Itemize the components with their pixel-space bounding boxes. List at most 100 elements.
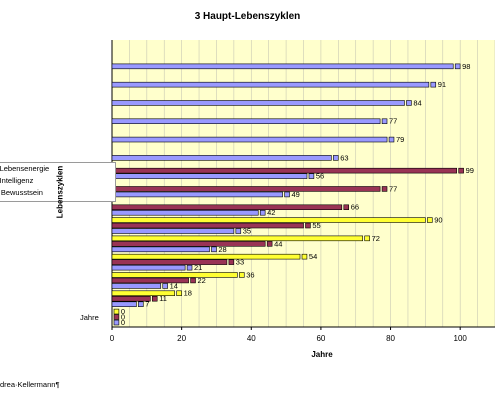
value-marker: [113, 319, 120, 326]
bar-bewusstsein: [111, 264, 186, 271]
x-tick-label: 80: [386, 334, 395, 343]
value-marker: [239, 272, 245, 278]
value-marker: [152, 295, 158, 302]
value-marker: [211, 246, 217, 253]
data-label: 36: [246, 270, 254, 279]
y-axis-label: Lebenszyklen: [55, 165, 65, 219]
legend-label: r Lebensenergie: [0, 164, 50, 173]
data-label: 0: [121, 313, 125, 322]
bar-lebensenergie: [111, 290, 175, 296]
data-label: 55: [312, 221, 320, 230]
data-label: 90: [434, 216, 442, 225]
x-tick-label: 100: [454, 334, 468, 343]
value-marker: [186, 264, 193, 271]
bar-intelligenz: [111, 277, 189, 284]
bar-lebensenergie: [111, 235, 363, 242]
bar-lebensenergie: [111, 217, 426, 223]
chart-legend: r Lebensenergie r Intelligenz s Bewussts…: [0, 162, 116, 202]
value-marker: [333, 155, 339, 161]
value-marker: [458, 167, 464, 174]
bar-bewusstsein: [111, 81, 430, 88]
bar-intelligenz: [111, 186, 381, 192]
data-label: 14: [170, 281, 178, 290]
data-label: 63: [340, 153, 348, 162]
value-marker: [138, 301, 144, 307]
value-marker: [364, 235, 370, 242]
legend-label: s Bewusstsein: [0, 188, 43, 197]
bar-bewusstsein: [111, 63, 454, 70]
value-marker: [454, 63, 461, 70]
value-marker: [381, 118, 388, 125]
value-marker: [381, 186, 388, 192]
bar-bewusstsein: [111, 210, 259, 216]
value-marker: [113, 314, 120, 320]
bar-bewusstsein: [111, 118, 381, 125]
data-label: 21: [194, 263, 202, 272]
value-marker: [235, 228, 242, 234]
data-label: 44: [274, 239, 282, 248]
bar-intelligenz: [111, 167, 458, 174]
value-marker: [343, 204, 349, 211]
value-marker: [406, 100, 412, 106]
bar-lebensenergie: [111, 253, 301, 260]
data-label: 35: [243, 227, 251, 236]
value-marker: [284, 191, 290, 198]
data-label: 28: [218, 245, 226, 254]
data-label: 77: [389, 184, 397, 193]
value-marker: [266, 241, 273, 247]
data-label: 56: [316, 172, 324, 181]
data-label: 0: [121, 307, 125, 316]
value-marker: [308, 173, 315, 179]
bar-intelligenz: [111, 204, 343, 211]
bar-bewusstsein: [111, 228, 235, 234]
bar-intelligenz: [111, 222, 304, 229]
data-label: 77: [389, 117, 397, 126]
bar-bewusstsein: [111, 301, 137, 307]
value-marker: [162, 283, 168, 289]
bar-bewusstsein: [111, 136, 388, 143]
data-label: 11: [159, 294, 167, 303]
legend-item-intelligenz: r Intelligenz: [0, 175, 115, 187]
x-tick-label: 60: [316, 334, 325, 343]
data-label: 22: [198, 276, 206, 285]
x-tick-label: 0: [110, 334, 115, 343]
bar-lebensenergie: [111, 272, 238, 278]
data-label: 7: [145, 300, 149, 309]
value-marker: [228, 259, 235, 265]
value-marker: [388, 136, 395, 143]
bar-bewusstsein: [111, 246, 210, 253]
data-label: 49: [292, 190, 300, 199]
data-label: 99: [466, 166, 474, 175]
footer-text: drea·Kellermann¶: [0, 380, 60, 389]
bar-bewusstsein: [111, 283, 162, 289]
data-label: 79: [396, 135, 404, 144]
bar-bewusstsein: [111, 191, 283, 198]
x-axis-label: Jahre: [311, 350, 333, 359]
value-marker: [259, 210, 266, 216]
data-label: 91: [438, 80, 446, 89]
value-marker: [301, 253, 308, 260]
bar-bewusstsein: [111, 100, 405, 106]
bar-intelligenz: [111, 295, 151, 302]
value-marker: [430, 81, 437, 88]
data-label: 0: [121, 318, 125, 327]
bar-bewusstsein: [111, 173, 308, 179]
data-label: 84: [413, 98, 421, 107]
value-marker: [190, 277, 196, 284]
data-label: 33: [236, 258, 244, 267]
value-marker: [305, 222, 311, 229]
legend-item-bewusstsein: s Bewusstsein: [0, 187, 115, 199]
category-label: Jahre: [80, 313, 99, 322]
value-marker: [113, 308, 120, 315]
legend-item-lebensenergie: r Lebensenergie: [0, 163, 115, 175]
data-label: 54: [309, 252, 317, 261]
value-marker: [427, 217, 433, 223]
value-marker: [176, 290, 182, 296]
data-label: 66: [351, 203, 359, 212]
chart-title: 3 Haupt-Lebenszyklen: [194, 11, 301, 22]
bar-bewusstsein: [111, 155, 332, 161]
data-label: 98: [462, 62, 470, 71]
data-label: 72: [372, 234, 380, 243]
legend-label: r Intelligenz: [0, 176, 34, 185]
